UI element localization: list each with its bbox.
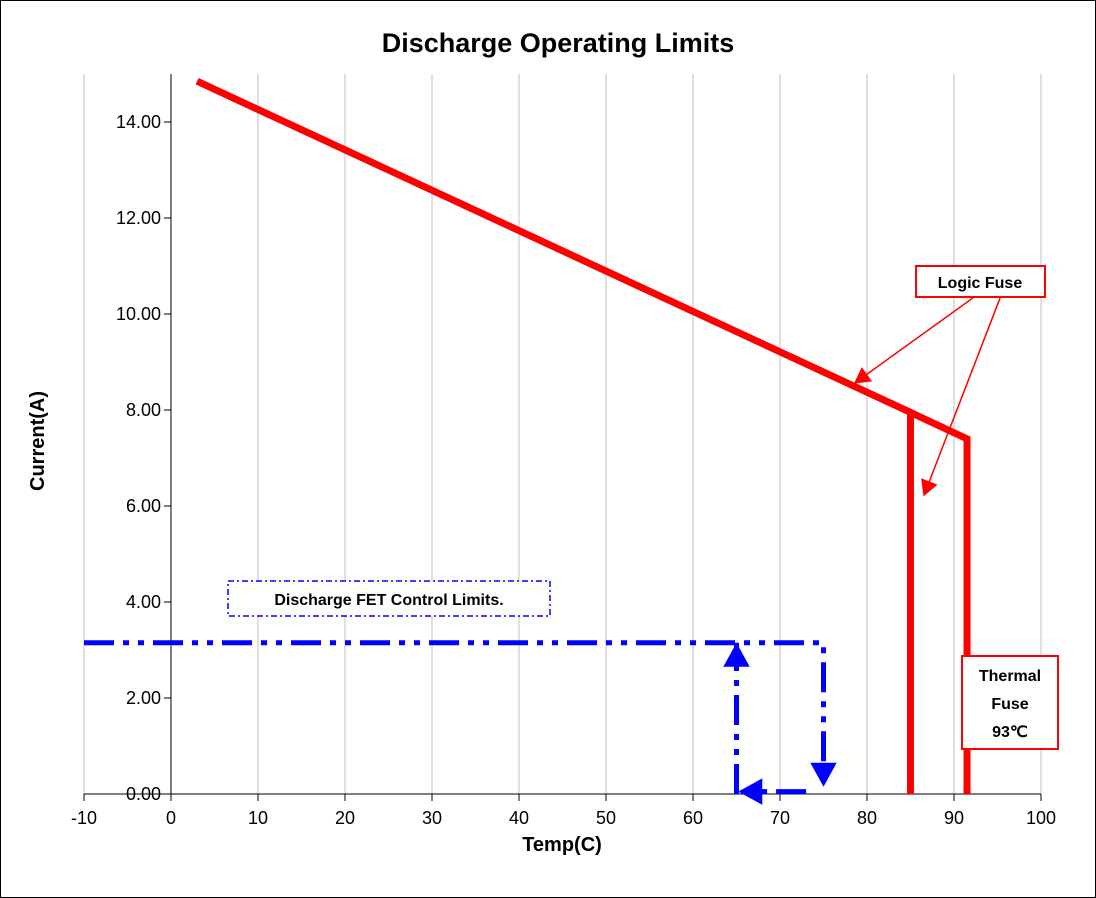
annotation-fet-limits: Discharge FET Control Limits. [227,580,551,617]
x-tick-label: 10 [248,808,268,828]
fet-arrow-down [810,722,837,787]
fet-arrow-up [723,642,750,689]
annotation-thermal-fuse-box [961,655,1059,750]
y-tick-label: 4.00 [126,592,161,612]
series-line-3 [84,640,826,785]
annotation-thermal-fuse: Thermal Fuse 93℃ [961,655,1059,750]
fet-arrow-left [738,778,763,805]
chart-title: Discharge Operating Limits [382,28,735,58]
axes [84,74,1041,795]
y-tick-label: 10.00 [116,304,161,324]
annotation-logic-fuse-text: Logic Fuse [938,275,1023,292]
y-ticks: 0.00 2.00 4.00 6.00 8.00 10.00 12.00 14.00 [116,112,171,804]
x-tick-label: 0 [166,808,176,828]
logic-fuse-arrow-2 [921,270,1012,497]
series-line-1 [195,78,914,794]
x-tick-label: 30 [422,808,442,828]
x-tick-label: 70 [770,808,790,828]
series-line-2 [909,409,971,794]
y-tick-label: 2.00 [126,688,161,708]
x-tick-label: 50 [596,808,616,828]
x-tick-label: 100 [1026,808,1056,828]
annotation-thermal-fuse-line-1: Thermal [979,668,1041,685]
y-tick-label: 6.00 [126,496,161,516]
x-ticks: -10 0 10 20 30 40 50 60 70 80 90 100 [71,794,1056,828]
annotation-fet-limits-text: Discharge FET Control Limits. [274,592,503,609]
x-tick-label: 60 [683,808,703,828]
x-tick-label: -10 [71,808,97,828]
y-tick-label: 0.00 [126,784,161,804]
x-tick-label: 80 [857,808,877,828]
x-tick-label: 90 [944,808,964,828]
y-tick-label: 14.00 [116,112,161,132]
y-axis-label: Current(A) [27,391,49,491]
x-axis-label: Temp(C) [522,834,602,856]
x-tick-label: 40 [509,808,529,828]
y-tick-label: 12.00 [116,208,161,228]
annotation-logic-fuse-box [915,265,1046,298]
x-tick-label: 20 [335,808,355,828]
annotation-logic-fuse: Logic Fuse [915,265,1046,298]
annotation-fet-limits-box [227,580,551,617]
grid [83,74,1042,794]
series [84,78,971,795]
annotation-thermal-fuse-line-2: Fuse [991,696,1028,713]
y-tick-label: 8.00 [126,400,161,420]
annotation-thermal-fuse-line-3: 93℃ [992,724,1028,741]
